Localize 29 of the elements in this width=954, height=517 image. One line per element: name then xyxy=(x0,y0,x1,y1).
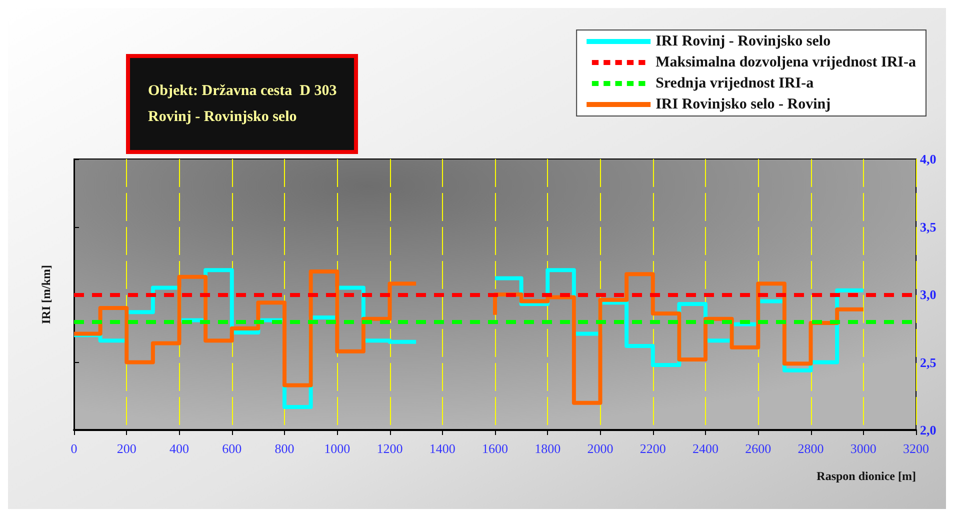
x-axis-title: Raspon dionice [m] xyxy=(816,469,916,483)
x-tick-label: 0 xyxy=(70,441,78,456)
y-tick-label: 2,0 xyxy=(920,422,936,438)
chart-title: Objekt: Državna cesta D 303 Rovinj - Rovinjsko selo xyxy=(148,83,337,125)
x-tick-label: 1000 xyxy=(324,441,350,456)
x-tick-label: 200 xyxy=(116,441,136,456)
y-tick-label: 2,5 xyxy=(920,354,937,370)
x-tick-label: 2800 xyxy=(798,441,824,456)
x-tick-label: 3000 xyxy=(850,441,876,456)
x-tick-label: 600 xyxy=(222,441,242,456)
x-tick-label: 2600 xyxy=(745,441,772,456)
legend-label: Maksimalna dozvoljena vrijednost IRI-a xyxy=(656,54,916,70)
x-tick-label: 800 xyxy=(274,441,294,456)
x-tick-label: 400 xyxy=(170,441,189,456)
x-tick-label: 2400 xyxy=(692,441,718,456)
x-tick-label: 2000 xyxy=(587,441,614,456)
legend-label: IRI Rovinjsko selo - Rovinj xyxy=(656,96,831,112)
x-tick-label: 1200 xyxy=(376,441,403,456)
y-tick-label: 3,0 xyxy=(920,287,936,302)
x-tick-label: 3200 xyxy=(903,441,929,456)
legend-label: IRI Rovinj - Rovinjsko selo xyxy=(656,34,831,50)
y-tick-label: 4,0 xyxy=(920,152,936,166)
x-tick-label: 1400 xyxy=(429,441,456,456)
legend-label: Srednja vrijednost IRI-a xyxy=(656,76,814,92)
y-tick-label: 3,5 xyxy=(920,219,937,234)
x-tick-label: 2200 xyxy=(640,441,666,456)
x-tick-label: 1600 xyxy=(482,441,508,456)
y-axis-title: IRI [m/km] xyxy=(39,265,53,324)
x-tick-label: 1800 xyxy=(534,441,561,456)
